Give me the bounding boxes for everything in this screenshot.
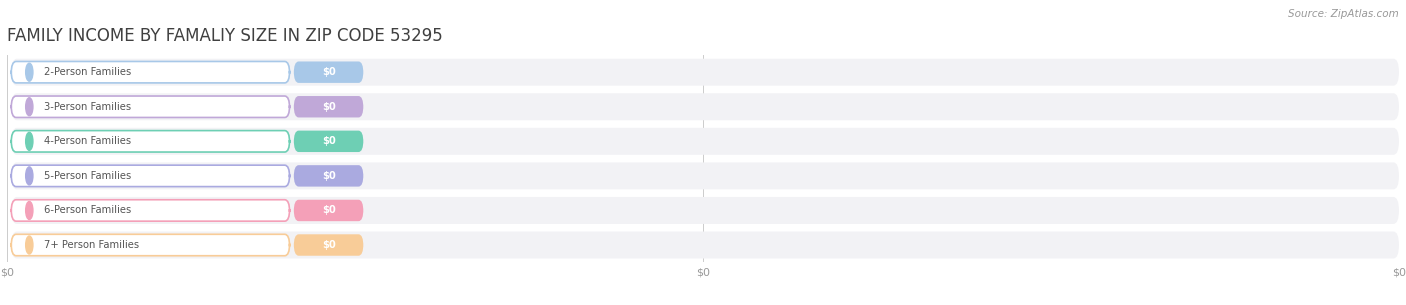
Text: 7+ Person Families: 7+ Person Families (44, 240, 139, 250)
FancyBboxPatch shape (11, 231, 1399, 259)
FancyBboxPatch shape (294, 200, 363, 221)
Circle shape (25, 98, 32, 116)
Text: Source: ZipAtlas.com: Source: ZipAtlas.com (1288, 9, 1399, 19)
FancyBboxPatch shape (11, 62, 290, 83)
Circle shape (25, 63, 32, 81)
FancyBboxPatch shape (11, 200, 290, 221)
FancyBboxPatch shape (294, 131, 363, 152)
FancyBboxPatch shape (11, 96, 290, 117)
FancyBboxPatch shape (11, 131, 290, 152)
Circle shape (25, 167, 32, 185)
Text: $0: $0 (322, 136, 336, 146)
FancyBboxPatch shape (11, 234, 290, 256)
Text: $0: $0 (322, 102, 336, 112)
FancyBboxPatch shape (11, 59, 1399, 86)
FancyBboxPatch shape (294, 165, 363, 187)
Circle shape (25, 132, 32, 150)
Text: $0: $0 (322, 206, 336, 215)
Circle shape (25, 236, 32, 254)
Text: 2-Person Families: 2-Person Families (44, 67, 131, 77)
Text: 3-Person Families: 3-Person Families (44, 102, 131, 112)
Text: $0: $0 (322, 240, 336, 250)
FancyBboxPatch shape (294, 62, 363, 83)
FancyBboxPatch shape (11, 197, 1399, 224)
Text: 5-Person Families: 5-Person Families (44, 171, 131, 181)
FancyBboxPatch shape (11, 165, 290, 187)
Text: 4-Person Families: 4-Person Families (44, 136, 131, 146)
FancyBboxPatch shape (11, 162, 1399, 189)
FancyBboxPatch shape (294, 234, 363, 256)
FancyBboxPatch shape (11, 128, 1399, 155)
Text: $0: $0 (322, 67, 336, 77)
Text: FAMILY INCOME BY FAMALIY SIZE IN ZIP CODE 53295: FAMILY INCOME BY FAMALIY SIZE IN ZIP COD… (7, 27, 443, 45)
Text: 6-Person Families: 6-Person Families (44, 206, 131, 215)
Circle shape (25, 201, 32, 220)
FancyBboxPatch shape (294, 96, 363, 117)
FancyBboxPatch shape (11, 93, 1399, 120)
Text: $0: $0 (322, 171, 336, 181)
